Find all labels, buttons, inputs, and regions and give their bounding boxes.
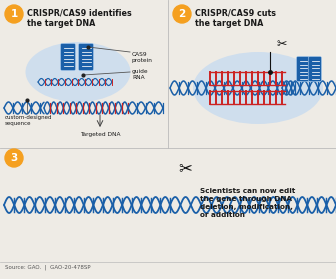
- Text: ✂: ✂: [277, 39, 287, 52]
- Text: guide
RNA: guide RNA: [132, 69, 149, 80]
- Text: Source: GAO.  |  GAO-20-478SP: Source: GAO. | GAO-20-478SP: [5, 265, 91, 271]
- Text: 1: 1: [10, 9, 17, 19]
- FancyBboxPatch shape: [60, 44, 76, 71]
- Circle shape: [5, 149, 23, 167]
- FancyBboxPatch shape: [79, 44, 93, 71]
- FancyBboxPatch shape: [296, 57, 309, 81]
- Text: CRISPR/CAS9 cuts
the target DNA: CRISPR/CAS9 cuts the target DNA: [195, 8, 276, 28]
- Text: Scientists can now edit
the gene through DNA
deletion, modification,
or addition: Scientists can now edit the gene through…: [200, 188, 295, 218]
- Text: 2: 2: [178, 9, 185, 19]
- Text: 3: 3: [10, 153, 17, 163]
- Text: Targeted DNA: Targeted DNA: [80, 132, 120, 137]
- Text: CRISPR/CAS9 identifies
the target DNA: CRISPR/CAS9 identifies the target DNA: [27, 8, 132, 28]
- Text: ✂: ✂: [178, 159, 192, 177]
- Text: CAS9
protein: CAS9 protein: [132, 52, 153, 63]
- FancyBboxPatch shape: [308, 57, 322, 81]
- Circle shape: [173, 5, 191, 23]
- Ellipse shape: [193, 52, 323, 124]
- Circle shape: [5, 5, 23, 23]
- Ellipse shape: [26, 42, 130, 102]
- Text: custom-designed
sequence: custom-designed sequence: [5, 115, 52, 126]
